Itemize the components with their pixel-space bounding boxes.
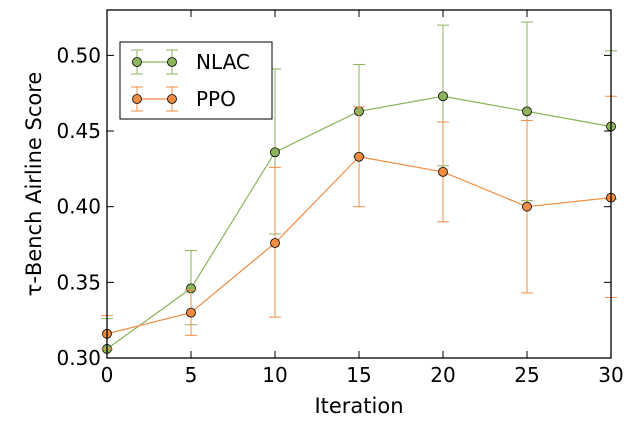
- legend-entry-nlac: NLAC: [131, 49, 250, 75]
- y-tick-label: 0.35: [56, 270, 101, 294]
- plot-area: [101, 21, 617, 354]
- legend-marker-icon: [167, 94, 177, 104]
- data-point-ppo: [438, 166, 448, 177]
- y-tick-label: 0.45: [56, 119, 101, 143]
- y-axis-label: τ-Bench Airline Score: [22, 72, 46, 297]
- axis-ticks: 0 5 10 15 20 25 30 0.30 0.35 0.40 0.45 0.50: [56, 10, 624, 387]
- x-tick-label: 25: [514, 363, 539, 387]
- series-ppo: [101, 95, 617, 350]
- x-tick-label: 30: [598, 363, 623, 387]
- data-point-nlac: [522, 106, 532, 117]
- x-tick-label: 15: [346, 363, 371, 387]
- legend-entry-ppo: PPO: [131, 86, 236, 112]
- data-point-ppo: [354, 151, 364, 162]
- data-point-nlac: [270, 147, 280, 158]
- data-point-ppo: [186, 307, 196, 318]
- legend-marker-icon: [167, 57, 177, 67]
- y-tick-label: 0.40: [56, 195, 101, 219]
- legend-label: PPO: [196, 87, 236, 111]
- x-tick-label: 0: [101, 363, 114, 387]
- data-point-ppo: [522, 201, 532, 212]
- data-point-nlac: [438, 91, 448, 102]
- y-tick-label: 0.50: [56, 43, 101, 67]
- x-tick-label: 5: [185, 363, 198, 387]
- x-tick-label: 10: [262, 363, 287, 387]
- legend: NLAC PPO: [119, 41, 273, 120]
- legend-marker-icon: [132, 57, 142, 67]
- y-tick-label: 0.30: [56, 346, 101, 370]
- legend-label: NLAC: [196, 50, 250, 74]
- x-tick-label: 20: [430, 363, 455, 387]
- x-axis-label: Iteration: [314, 394, 403, 418]
- legend-marker-icon: [132, 94, 142, 104]
- data-point-ppo: [270, 238, 280, 248]
- legend-box: [119, 41, 273, 120]
